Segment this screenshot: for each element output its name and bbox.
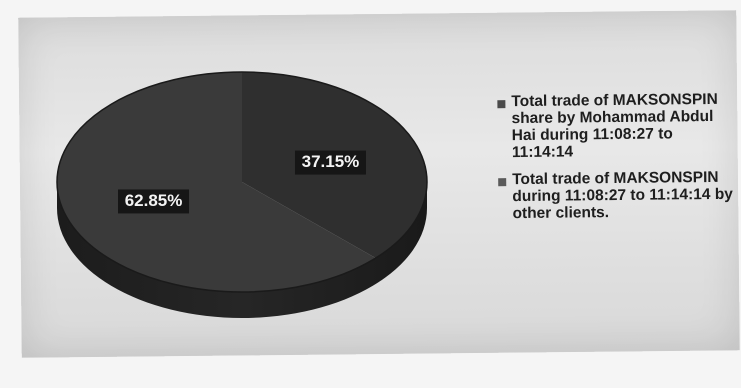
legend-label: Total trade of MAKSONSPIN during 11:08:2… — [512, 168, 733, 223]
legend-item: Total trade of MAKSONSPIN during 11:08:2… — [498, 169, 735, 222]
legend-swatch-2 — [498, 178, 507, 187]
pie-root: 37.15% 62.85% — [56, 71, 428, 318]
legend-label: Total trade of MAKSONSPIN share by Moham… — [511, 90, 718, 162]
data-label-2: 62.85% — [118, 189, 190, 214]
legend-item: Total trade of MAKSONSPIN share by Moham… — [497, 91, 734, 161]
data-label-box — [118, 189, 190, 214]
legend: Total trade of MAKSONSPIN share by Moham… — [497, 91, 734, 232]
data-label-box — [294, 150, 366, 175]
pie-side — [57, 182, 427, 318]
data-label-1: 37.15% — [294, 150, 366, 175]
data-label-text: 62.85% — [125, 191, 183, 210]
pie-slice-2 — [57, 72, 376, 292]
legend-swatch-1 — [497, 100, 506, 109]
pie-outline — [56, 71, 428, 293]
data-label-text: 37.15% — [302, 152, 360, 171]
